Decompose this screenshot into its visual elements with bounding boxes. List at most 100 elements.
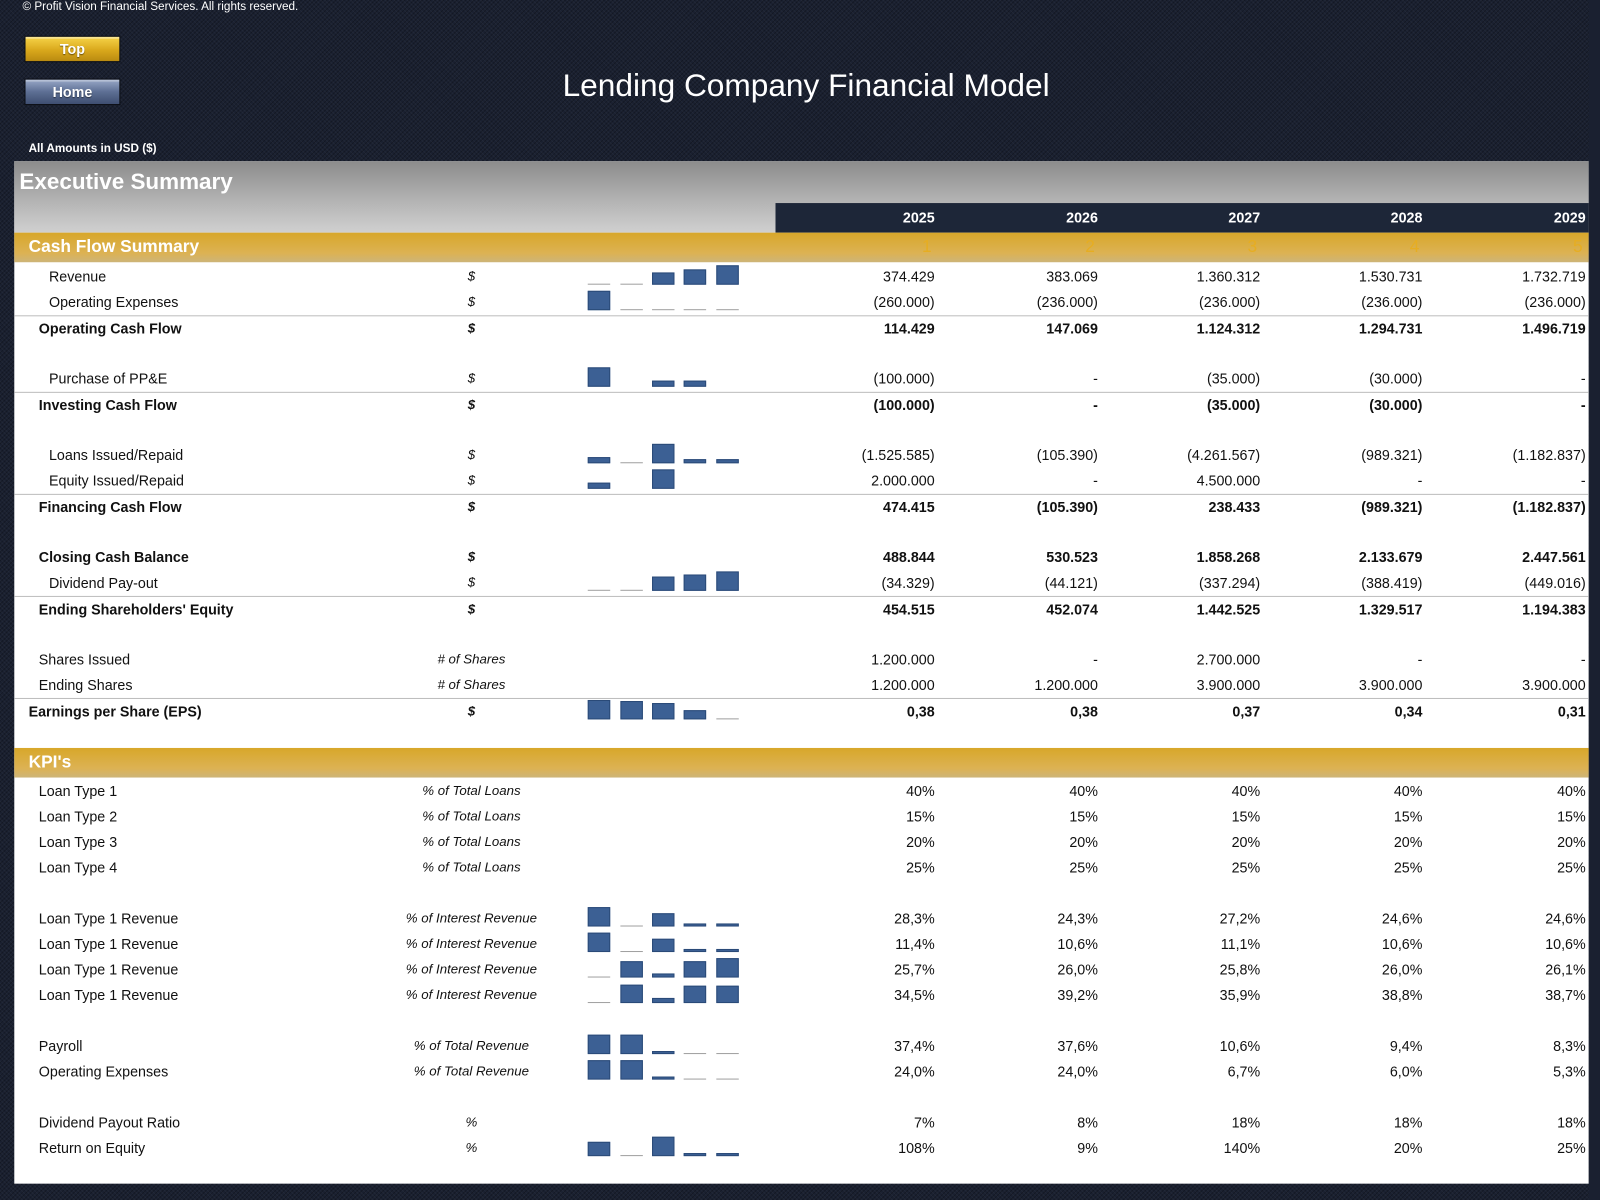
row-label: Loan Type 4: [38, 859, 118, 876]
table-row: Ending Shareholders' Equity $454.515 452.0…: [14, 595, 1589, 623]
row-unit: % of Total Loans: [422, 782, 521, 798]
sparkline-min-mark: [587, 1002, 611, 1004]
row-unit: $: [467, 396, 476, 413]
sparkline-bar: [716, 1153, 739, 1157]
value-2026: (105.390): [1036, 498, 1098, 516]
value-2029: 3.900.000: [1522, 676, 1586, 693]
value-2026: 40%: [1069, 782, 1098, 799]
value-2029: 10,6%: [1545, 935, 1586, 953]
value-2027: 1.360.312: [1196, 268, 1261, 285]
home-button[interactable]: Home: [24, 78, 121, 106]
value-2028: 10,6%: [1381, 935, 1423, 953]
row-label: Return on Equity: [38, 1139, 146, 1157]
value-2028: -: [1417, 472, 1423, 489]
row-unit: % of Total Revenue: [413, 1063, 530, 1079]
sparkline-bar: [587, 1060, 611, 1080]
row-label: Dividend Pay-out: [48, 574, 158, 591]
value-2027: (35.000): [1206, 396, 1261, 414]
value-2029: -: [1580, 651, 1586, 668]
sparkline-bar: [587, 457, 611, 464]
table-row: Loan Type 1 Revenue % of Interest Revenue…: [14, 906, 1588, 932]
value-2026: 24,3%: [1057, 910, 1098, 927]
row-unit: $: [467, 703, 476, 719]
row-unit: $: [467, 574, 476, 590]
year-header-2029: 2029: [1553, 209, 1586, 226]
value-2027: 140%: [1223, 1139, 1261, 1157]
top-button[interactable]: Top: [24, 35, 121, 63]
table-row: Financing Cash Flow $474.415 (105.390) 238.…: [14, 493, 1589, 521]
sparkline-min-mark: [716, 309, 739, 311]
row-label: Equity Issued/Repaid: [48, 472, 184, 489]
value-2025: 15%: [906, 808, 935, 825]
table-row: Revenue $374.429 383.069 1.360.312 1.530.731…: [14, 264, 1588, 290]
value-2026: -: [1093, 472, 1098, 489]
value-2028: 18%: [1393, 1114, 1423, 1131]
year-header-bar: [775, 203, 1589, 233]
cash-flow-title: Cash Flow Summary: [28, 236, 200, 257]
value-2029: 5,3%: [1553, 1063, 1586, 1080]
table-row: Loans Issued/Repaid $ (1.525.585) (105.390)…: [14, 443, 1588, 469]
value-2028: 25%: [1393, 859, 1423, 876]
value-2028: (989.321): [1361, 498, 1423, 516]
value-2025: 20%: [906, 833, 935, 850]
value-2025: 1.200.000: [871, 651, 935, 668]
period-number: 1: [921, 236, 932, 257]
row-label: Loan Type 1: [38, 782, 118, 799]
value-2029: -: [1580, 396, 1586, 414]
value-2028: (388.419): [1361, 574, 1423, 591]
row-label: Loan Type 1 Revenue: [38, 961, 179, 978]
sparkline-bar: [620, 984, 643, 1004]
sparkline-bar: [652, 272, 675, 285]
sparkline-bar: [587, 907, 611, 927]
value-2028: 20%: [1393, 1139, 1423, 1157]
sparkline-bar: [652, 997, 675, 1004]
sparkline-bar: [587, 699, 611, 720]
value-2028: 1.294.731: [1358, 320, 1423, 337]
value-2026: 1.200.000: [1034, 676, 1098, 693]
value-2029: 2.447.561: [1522, 548, 1586, 566]
value-2029: (1.182.837): [1512, 446, 1586, 464]
value-2028: 24,6%: [1381, 910, 1423, 927]
value-2025: (34.329): [881, 574, 935, 591]
value-2026: 147.069: [1046, 320, 1098, 337]
sparkline-bar: [716, 958, 739, 978]
value-2027: (4.261.567): [1187, 446, 1261, 464]
value-2029: 40%: [1557, 782, 1586, 799]
sparkline-bar: [716, 571, 739, 591]
value-2025: 37,4%: [894, 1037, 935, 1055]
sparkline-bar: [620, 701, 643, 720]
cash-flow-band: [14, 232, 1589, 263]
value-2029: 15%: [1557, 808, 1586, 825]
row-label: Dividend Payout Ratio: [38, 1114, 181, 1131]
sparkline-bar: [716, 265, 739, 285]
table-row: Shares Issued # of Shares 1.200.000 - 2.700.…: [14, 647, 1588, 673]
sparkline-bar: [652, 1076, 675, 1080]
value-2025: 25%: [906, 859, 935, 876]
sparkline-bar: [716, 459, 739, 464]
row-unit: % of Total Revenue: [413, 1037, 530, 1054]
value-2028: (989.321): [1361, 446, 1423, 464]
row-label: Loans Issued/Repaid: [48, 446, 184, 464]
sparkline-bar: [683, 380, 707, 387]
value-2026: -: [1093, 396, 1098, 414]
row-unit: % of Total Loans: [422, 808, 521, 824]
value-2027: 6,7%: [1227, 1063, 1261, 1080]
sparkline-min-mark: [620, 589, 643, 591]
sparkline-bar: [652, 380, 675, 387]
value-2026: -: [1093, 651, 1098, 668]
value-2029: 1.732.719: [1522, 268, 1586, 285]
sparkline-bar: [620, 961, 643, 978]
sparkline-min-mark: [620, 925, 643, 927]
value-2029: 20%: [1557, 833, 1586, 850]
sparkline-bar: [683, 710, 707, 720]
currency-note: All Amounts in USD ($): [28, 142, 157, 156]
sparkline-min-mark: [683, 1053, 707, 1055]
sparkline-bar: [652, 443, 675, 464]
row-label: Loan Type 2: [38, 808, 118, 825]
row-unit: $: [467, 472, 476, 488]
row-unit: % of Interest Revenue: [405, 986, 538, 1003]
value-2026: 26,0%: [1057, 961, 1098, 978]
sparkline-bar: [587, 1034, 611, 1055]
value-2029: 1.194.383: [1522, 601, 1586, 618]
